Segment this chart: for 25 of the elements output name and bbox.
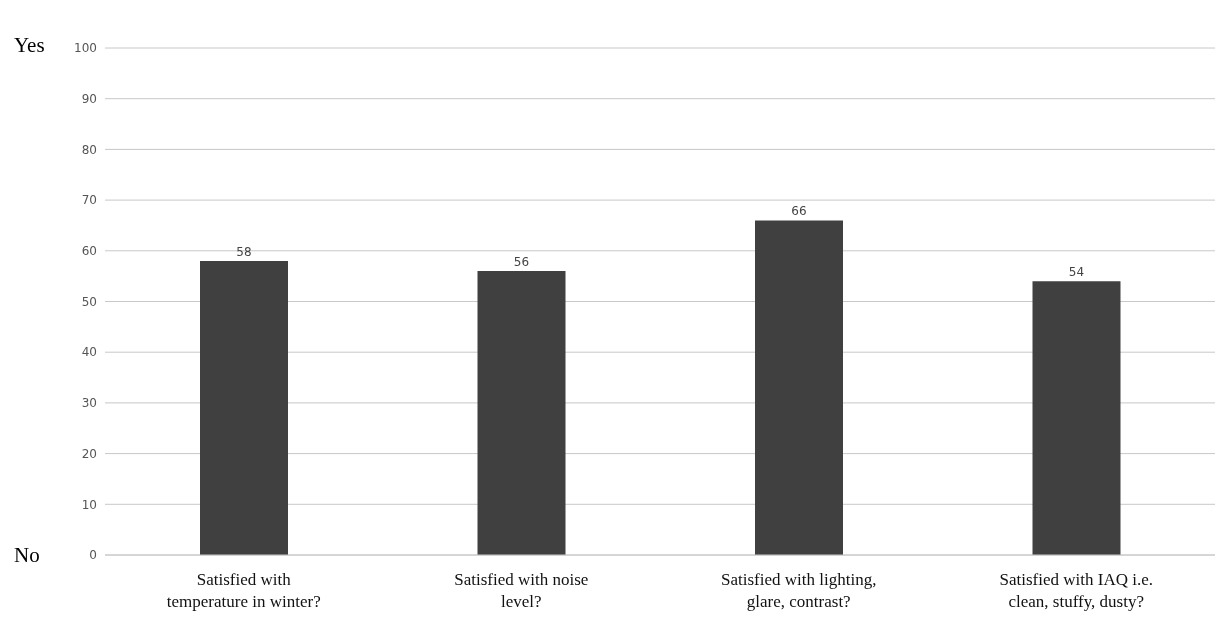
data-label: 66 [791, 204, 807, 219]
y-tick-label: 100 [74, 41, 97, 56]
x-tick-label: Satisfied with temperature in winter? [166, 570, 321, 611]
bar [755, 220, 843, 555]
y-tick-label: 20 [81, 446, 97, 461]
y-tick-label: 90 [81, 91, 97, 106]
text: No [14, 543, 40, 567]
text: Yes [14, 33, 45, 57]
bar [477, 271, 566, 555]
y-tick-label: 60 [81, 244, 97, 259]
y-tick-label: 0 [89, 548, 97, 563]
data-label: 58 [236, 244, 252, 259]
y-tick-label: 50 [81, 294, 97, 309]
bar [200, 260, 288, 555]
data-label: 54 [1068, 265, 1085, 280]
y-tick-label: 70 [81, 193, 97, 208]
x-tick-label: Satisfied with noise level? [454, 570, 589, 611]
y-tick-label: 30 [81, 396, 97, 411]
x-tick-label: Satisfied with IAQ i.e. clean, stuffy, dusty? [999, 570, 1153, 611]
y-tick-label: 40 [81, 345, 97, 360]
data-label: 56 [513, 255, 530, 270]
x-tick-label: Satisfied with lighting, glare, contrast? [721, 570, 877, 611]
y-tick-label: 10 [81, 497, 97, 512]
y-tick-label: 80 [81, 142, 97, 157]
bar [1032, 281, 1121, 555]
